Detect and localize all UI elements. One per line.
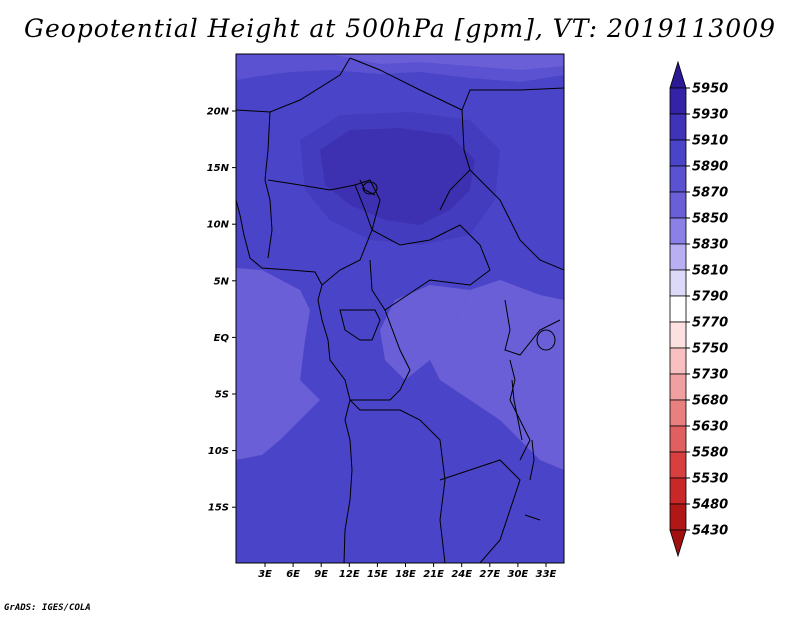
colorbar-segment	[669, 373, 687, 401]
colorbar-label: 5750	[692, 342, 728, 357]
lon-tick-label: 27E	[479, 569, 500, 580]
plot-title: Geopotential Height at 500hPa [gpm], VT:…	[23, 14, 777, 43]
colorbar-segment	[669, 269, 687, 297]
lon-tick-label: 9E	[314, 569, 328, 580]
colorbar-label: 5680	[692, 394, 728, 409]
colorbar-segment	[669, 399, 687, 427]
colorbar-label: 5930	[692, 108, 728, 123]
lat-axis: 20N 15N 10N 5N EQ 5S 10S 15S	[207, 107, 236, 514]
colorbar-segment	[669, 165, 687, 193]
colorbar-segment	[669, 503, 687, 531]
colorbar-segment	[669, 425, 687, 453]
colorbar-segment	[669, 295, 687, 323]
grads-credit: GrADS: IGES/COLA	[4, 603, 91, 613]
lat-tick-label: 10N	[207, 220, 230, 231]
colorbar-segment	[669, 87, 687, 115]
lat-tick-label: 20N	[207, 107, 230, 118]
colorbar-label: 5810	[692, 264, 728, 279]
colorbar-segment	[669, 477, 687, 505]
lon-tick-label: 15E	[367, 569, 388, 580]
colorbar-segment	[669, 191, 687, 219]
field-5830-north	[330, 54, 564, 70]
colorbar-label: 5630	[692, 420, 728, 435]
field-5850-west	[236, 268, 320, 460]
colorbar: 5950 5930 5910 5890 5870 5850 5830 5810 5790 5770…	[669, 60, 728, 558]
lat-tick-label: EQ	[214, 333, 230, 344]
lat-tick-label: 10S	[208, 446, 229, 457]
field-5850-center	[380, 285, 470, 380]
lon-tick-label: 3E	[258, 569, 272, 580]
colorbar-label: 5950	[692, 82, 728, 97]
colorbar-segment	[669, 139, 687, 167]
colorbar-label: 5790	[692, 290, 728, 305]
lon-tick-label: 30E	[508, 569, 529, 580]
colorbar-label: 5480	[692, 498, 728, 513]
lat-tick-label: 5N	[214, 276, 230, 287]
lon-tick-label: 18E	[395, 569, 416, 580]
colorbar-label: 5730	[692, 368, 728, 383]
colorbar-segment	[669, 217, 687, 245]
lon-tick-label: 24E	[451, 569, 472, 580]
colorbar-label: 5890	[692, 160, 728, 175]
map-borders	[236, 57, 564, 563]
lat-tick-label: 5S	[215, 390, 229, 401]
colorbar-label: 5430	[692, 524, 728, 539]
field-5890-ring	[300, 112, 500, 245]
colorbar-label: 5580	[692, 446, 728, 461]
colorbar-label: 5830	[692, 238, 728, 253]
colorbar-label: 5870	[692, 186, 728, 201]
colorbar-segment	[669, 451, 687, 479]
colorbar-segment	[669, 243, 687, 271]
lon-tick-label: 6E	[286, 569, 300, 580]
lon-tick-label: 33E	[536, 569, 557, 580]
lat-tick-label: 15S	[208, 503, 229, 514]
colorbar-label: 5770	[692, 316, 728, 331]
colorbar-segment	[669, 321, 687, 349]
lon-tick-label: 12E	[339, 569, 360, 580]
lat-tick-label: 15N	[207, 163, 230, 174]
field-5850-east	[430, 280, 564, 470]
lon-axis: 3E 6E 9E 12E 15E 18E 21E 24E 27E 30E 33E	[258, 563, 557, 580]
field-5870-south	[236, 430, 564, 563]
colorbar-label: 5910	[692, 134, 728, 149]
colorbar-label: 5530	[692, 472, 728, 487]
map-frame	[235, 53, 565, 564]
lon-tick-label: 21E	[423, 569, 444, 580]
colorbar-label: 5850	[692, 212, 728, 227]
map-lakes	[362, 181, 556, 521]
colorbar-segment	[669, 529, 687, 558]
colorbar-segment	[669, 60, 687, 89]
colorbar-segment	[669, 347, 687, 375]
map-panel	[236, 54, 564, 563]
colorbar-segment	[669, 113, 687, 141]
